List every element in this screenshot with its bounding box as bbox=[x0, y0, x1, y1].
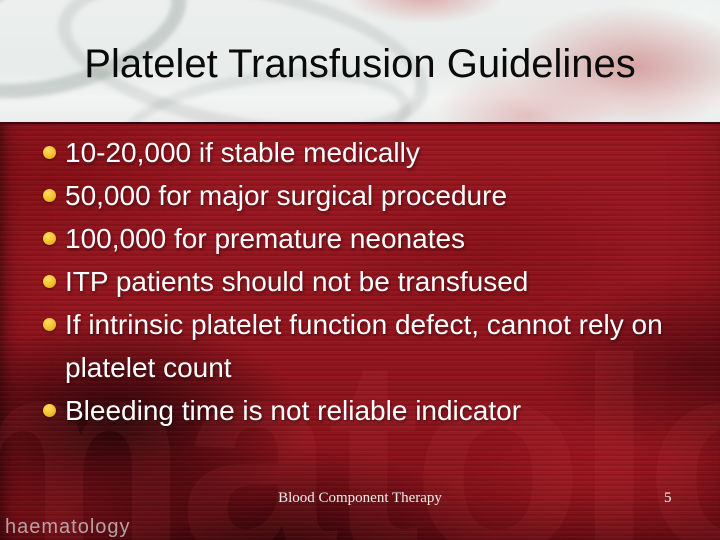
bullet-item: Bleeding time is not reliable indicator bbox=[42, 389, 685, 432]
bullet-item: ITP patients should not be transfused bbox=[42, 260, 685, 303]
bullet-text: 100,000 for premature neonates bbox=[65, 223, 466, 254]
bullet-icon bbox=[43, 146, 56, 159]
bullet-item: If intrinsic platelet function defect, c… bbox=[42, 303, 685, 389]
bullet-icon bbox=[43, 232, 56, 245]
bullet-icon bbox=[43, 189, 56, 202]
footer-title: Blood Component Therapy bbox=[278, 490, 442, 506]
bullet-icon bbox=[43, 318, 56, 331]
bullet-icon bbox=[43, 275, 56, 288]
bullet-text: If intrinsic platelet function defect, c… bbox=[65, 309, 663, 383]
bullet-text: Bleeding time is not reliable indicator bbox=[65, 395, 522, 426]
bullet-item: 10-20,000 if stable medically bbox=[42, 131, 685, 174]
slide-header-band: Platelet Transfusion Guidelines bbox=[0, 0, 720, 122]
bullet-text: 50,000 for major surgical procedure bbox=[65, 180, 508, 211]
bullet-item: 100,000 for premature neonates bbox=[42, 217, 685, 260]
bullet-text: ITP patients should not be transfused bbox=[65, 266, 529, 297]
bullet-list: 10-20,000 if stable medically 50,000 for… bbox=[42, 131, 685, 432]
watermark-label: haematology bbox=[5, 516, 131, 538]
page-title: Platelet Transfusion Guidelines bbox=[84, 42, 636, 86]
slide-page-number: 5 bbox=[664, 490, 672, 506]
bullet-icon bbox=[43, 404, 56, 417]
bullet-item: 50,000 for major surgical procedure bbox=[42, 174, 685, 217]
bullet-text: 10-20,000 if stable medically bbox=[65, 137, 420, 168]
